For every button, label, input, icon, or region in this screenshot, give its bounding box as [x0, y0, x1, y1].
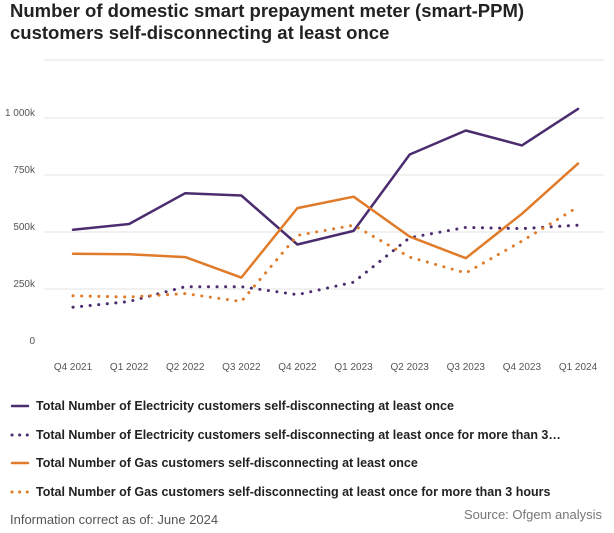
- legend-item: Total Number of Gas customers self-disco…: [10, 449, 610, 478]
- series-lines: [71, 107, 580, 309]
- information-date-note: Information correct as of: June 2024: [10, 512, 219, 527]
- x-tick-label: Q3 2022: [222, 362, 261, 373]
- series-line-2: [71, 223, 580, 309]
- y-tick-label: 750k: [13, 165, 36, 176]
- source-note: Source: Ofgem analysis: [463, 507, 602, 522]
- line-chart: 0 250k 500k 750k 1 000k Q4 2021 Q1 2022 Q2 202…: [5, 59, 604, 373]
- x-tick-label: Q1 2024: [559, 362, 598, 373]
- x-tick-label: Q4 2021: [54, 362, 93, 373]
- series-line-1: [71, 107, 580, 246]
- legend-item: Total Number of Electricity customers se…: [10, 392, 610, 421]
- x-tick-label: Q1 2022: [110, 362, 149, 373]
- x-tick-label: Q4 2022: [278, 362, 317, 373]
- chart-title-line-2: customers self-disconnecting at least on…: [10, 22, 390, 43]
- legend-swatch: [10, 462, 30, 465]
- legend-swatch: [10, 433, 30, 437]
- legend-item: Total Number of Gas customers self-disco…: [10, 478, 610, 507]
- x-tick-label: Q1 2023: [334, 362, 373, 373]
- legend-label: Total Number of Electricity customers se…: [36, 427, 561, 442]
- chart-title: Number of domestic smart prepayment mete…: [10, 0, 610, 44]
- legend-label: Total Number of Electricity customers se…: [36, 399, 454, 414]
- legend-swatch: [10, 490, 30, 494]
- legend-item: Total Number of Electricity customers se…: [10, 421, 610, 450]
- y-tick-label: 500k: [13, 222, 36, 233]
- legend: Total Number of Electricity customers se…: [10, 392, 610, 506]
- legend-label: Total Number of Gas customers self-disco…: [36, 484, 551, 499]
- y-tick-label: 250k: [13, 279, 36, 290]
- y-tick-label: 0: [29, 336, 35, 347]
- x-tick-label: Q4 2023: [503, 362, 542, 373]
- x-tick-label: Q2 2022: [166, 362, 205, 373]
- gridlines: [44, 59, 604, 290]
- y-axis-tick-labels: 0 250k 500k 750k 1 000k: [5, 108, 36, 347]
- legend-swatch: [10, 405, 30, 408]
- legend-label: Total Number of Gas customers self-disco…: [36, 456, 418, 471]
- series-line-3: [71, 162, 580, 279]
- series-line-4: [71, 205, 580, 303]
- y-tick-label: 1 000k: [5, 108, 36, 119]
- x-axis-tick-labels: Q4 2021 Q1 2022 Q2 2022 Q3 2022 Q4 2022 Q1 20…: [54, 362, 598, 373]
- x-tick-label: Q2 2023: [390, 362, 429, 373]
- chart-title-line-1: Number of domestic smart prepayment mete…: [10, 0, 525, 21]
- x-tick-label: Q3 2023: [447, 362, 486, 373]
